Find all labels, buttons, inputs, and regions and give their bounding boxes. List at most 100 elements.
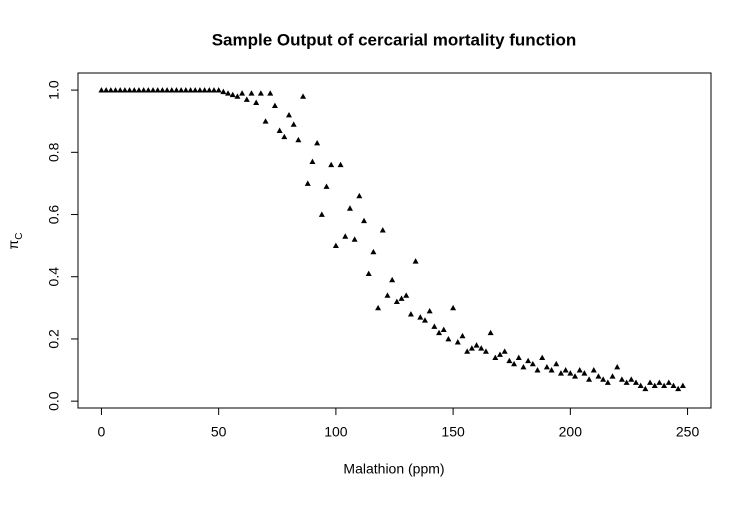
point [450,304,457,311]
point [135,87,142,93]
point [168,87,175,93]
y-label-sub: C [14,233,25,240]
y-axis-label: πC [5,233,25,250]
point [304,180,311,186]
point [623,379,630,385]
point [501,348,508,354]
point [187,87,194,93]
point [117,87,124,93]
point [679,382,686,389]
point [182,87,189,93]
point [370,248,377,255]
chart-title: Sample Output of cercarial mortality fun… [212,30,577,49]
point [210,87,217,93]
point [112,87,119,93]
point [196,87,203,93]
point [248,90,255,96]
point [342,233,349,239]
point [407,311,414,317]
point [403,292,410,298]
point [497,351,503,357]
point [253,99,260,105]
point [572,373,579,379]
point [581,370,588,376]
point [647,379,654,385]
point [220,88,227,95]
point [482,348,489,354]
point [314,139,321,146]
x-tick-label: 250 [676,424,700,440]
point [632,379,639,385]
point [328,161,335,168]
point [440,326,447,333]
point [281,133,288,140]
y-tick-label: 0.4 [46,267,62,287]
x-tick-label: 50 [211,424,227,440]
point [506,357,513,364]
point [332,242,339,249]
point [539,354,546,361]
point [468,345,475,351]
point [309,158,316,165]
point [131,87,138,93]
y-tick-label: 0.8 [46,142,62,162]
point [393,298,400,305]
point [464,348,471,354]
point [384,292,391,298]
point [150,87,157,93]
point [511,360,518,367]
point [398,295,405,301]
point [173,87,180,93]
point [431,323,438,329]
point [478,345,485,351]
point [604,379,611,385]
point [487,329,494,336]
y-tick-label: 1.0 [46,80,62,100]
point [525,357,532,364]
point [534,367,541,373]
point [262,118,269,124]
point [421,317,428,323]
point [600,376,607,382]
point [436,329,443,336]
point [454,339,461,345]
point [103,87,110,93]
point [159,87,166,93]
point [595,373,602,379]
point [365,270,372,277]
point [548,367,555,373]
point [98,87,105,93]
point [586,376,593,382]
point [323,183,330,189]
point [576,367,583,373]
point [178,87,185,93]
point [520,363,527,370]
point [234,93,241,99]
point [628,376,635,382]
point [225,90,232,96]
y-tick-label: 0.0 [46,391,62,411]
point [609,373,616,379]
point [379,227,386,233]
point [375,304,382,311]
point [492,354,499,361]
point [515,354,522,361]
point [290,121,297,127]
point [614,363,621,370]
point [154,87,161,93]
point [473,342,480,348]
point [389,276,396,283]
point [121,87,128,93]
point [618,376,625,382]
point [557,370,564,376]
point [295,136,302,143]
x-tick-label: 150 [441,424,465,440]
point [543,363,550,370]
point [356,192,363,199]
point [215,87,222,93]
x-tick-label: 200 [559,424,583,440]
point [126,87,133,93]
point [267,90,274,96]
